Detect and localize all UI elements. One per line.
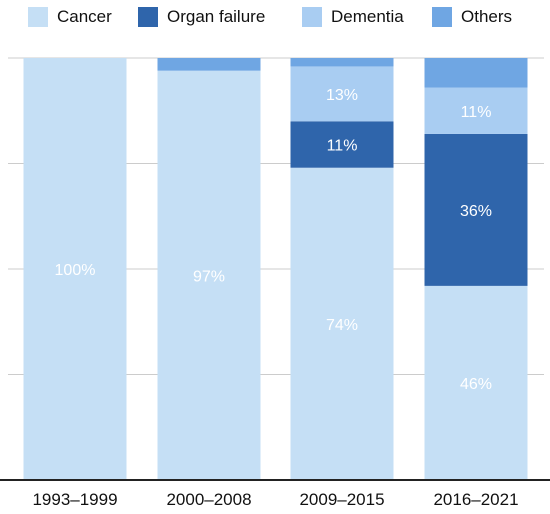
data-label-organ_failure: 11%	[327, 138, 358, 155]
bar-segment-dementia	[424, 87, 528, 134]
bar-segment-dementia	[290, 66, 394, 122]
legend-swatch-dementia	[302, 7, 322, 27]
legend-item-organ-failure: Organ failure	[138, 6, 265, 28]
chart-legend: Cancer Organ failure Dementia Others	[0, 0, 550, 34]
data-label-organ_failure: 36%	[460, 203, 492, 220]
bar-segment-organ_failure	[290, 121, 394, 168]
legend-item-dementia: Dementia	[302, 6, 404, 28]
bar-segment-others	[290, 58, 394, 67]
legend-label-cancer: Cancer	[57, 7, 112, 26]
bars	[23, 58, 528, 480]
legend-label-organ-failure: Organ failure	[167, 7, 266, 26]
x-tick-label: 2016–2021	[433, 490, 518, 509]
legend-swatch-cancer	[28, 7, 48, 27]
legend-label-dementia: Dementia	[331, 7, 404, 26]
data-label-cancer: 74%	[326, 317, 358, 334]
x-tick-label: 1993–1999	[32, 490, 117, 509]
x-tick-label: 2009–2015	[299, 490, 384, 509]
legend-item-cancer: Cancer	[28, 6, 112, 28]
data-label-dementia: 11%	[461, 104, 492, 121]
bar-segment-cancer	[157, 70, 261, 480]
data-label-cancer: 46%	[460, 376, 492, 393]
data-label-dementia: 13%	[326, 87, 358, 104]
legend-swatch-organ-failure	[138, 7, 158, 27]
bar-segment-cancer	[290, 167, 394, 480]
data-label-cancer: 100%	[55, 262, 96, 279]
x-axis: 1993–1999 2000–2008 2009–2015 2016–2021	[0, 479, 550, 509]
legend-label-others: Others	[461, 7, 513, 26]
data-label-cancer: 97%	[193, 268, 225, 285]
bar-segment-cancer	[23, 58, 127, 480]
bar-segment-organ_failure	[424, 133, 528, 286]
legend-swatch-others	[432, 7, 452, 27]
bar-segment-cancer	[424, 285, 528, 480]
bar-segment-others	[424, 58, 528, 88]
data-labels: 100% 97% 74% 11% 13% 46% 36% 11%	[55, 87, 492, 393]
x-tick-label: 2000–2008	[166, 490, 251, 509]
legend-item-others: Others	[432, 6, 512, 28]
bar-segment-others	[157, 58, 261, 71]
